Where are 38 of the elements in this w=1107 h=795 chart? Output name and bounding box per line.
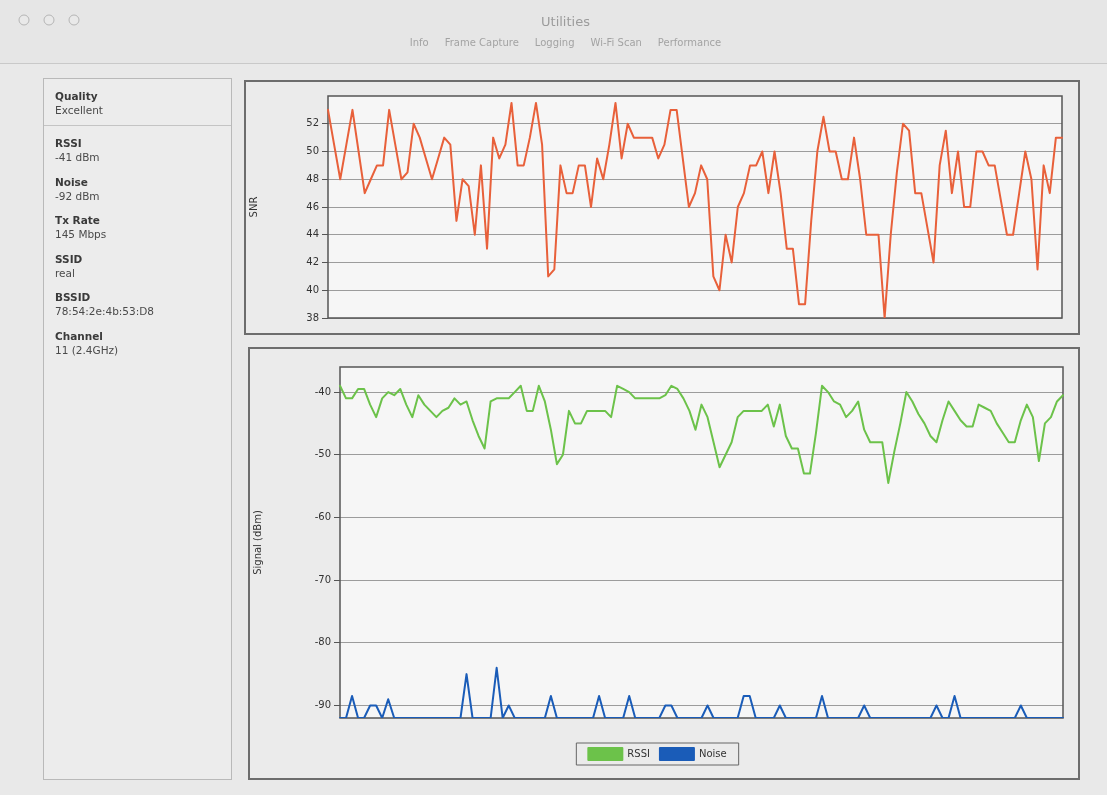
text: real	[55, 265, 76, 280]
y-tick-label: 48	[306, 172, 319, 184]
text: 78:54:2e:4b:53:D8	[55, 304, 156, 319]
y-axis-title: Signal (dBm)	[251, 510, 263, 575]
text: Logging	[534, 37, 575, 48]
y-tick-label: -70	[314, 573, 331, 585]
text: Performance	[657, 37, 722, 48]
text: BSSID	[55, 290, 92, 305]
legend-label: Noise	[698, 747, 727, 759]
text: Utilities	[540, 14, 591, 29]
y-tick-label: -80	[314, 636, 331, 648]
text: Noise	[55, 174, 89, 189]
y-tick-label: 46	[306, 200, 319, 212]
y-tick-label: -90	[314, 699, 331, 711]
text: Tx Rate	[55, 213, 101, 228]
legend-label: RSSI	[627, 747, 650, 759]
y-tick-label: -50	[314, 448, 331, 460]
y-axis-title: SNR	[247, 196, 259, 218]
text: SSID	[55, 251, 84, 266]
text: RSSI	[55, 136, 83, 150]
text: Excellent	[55, 103, 104, 117]
text: -41 dBm	[55, 150, 101, 164]
text: Frame Capture	[444, 37, 519, 48]
text: 145 Mbps	[55, 227, 108, 242]
text: Channel	[55, 329, 104, 343]
text: Quality	[55, 89, 99, 103]
text: Info	[409, 37, 429, 48]
text: 11 (2.4GHz)	[55, 343, 120, 357]
y-tick-label: 52	[306, 117, 319, 129]
y-tick-label: 44	[306, 228, 319, 240]
text: -92 dBm	[55, 188, 101, 203]
y-tick-label: 50	[306, 145, 319, 157]
text: Wi-Fi Scan	[590, 37, 642, 48]
y-tick-label: 38	[306, 311, 319, 323]
y-tick-label: -60	[314, 511, 331, 523]
y-tick-label: 40	[306, 283, 319, 295]
y-tick-label: 42	[306, 256, 319, 268]
y-tick-label: -40	[314, 385, 331, 397]
